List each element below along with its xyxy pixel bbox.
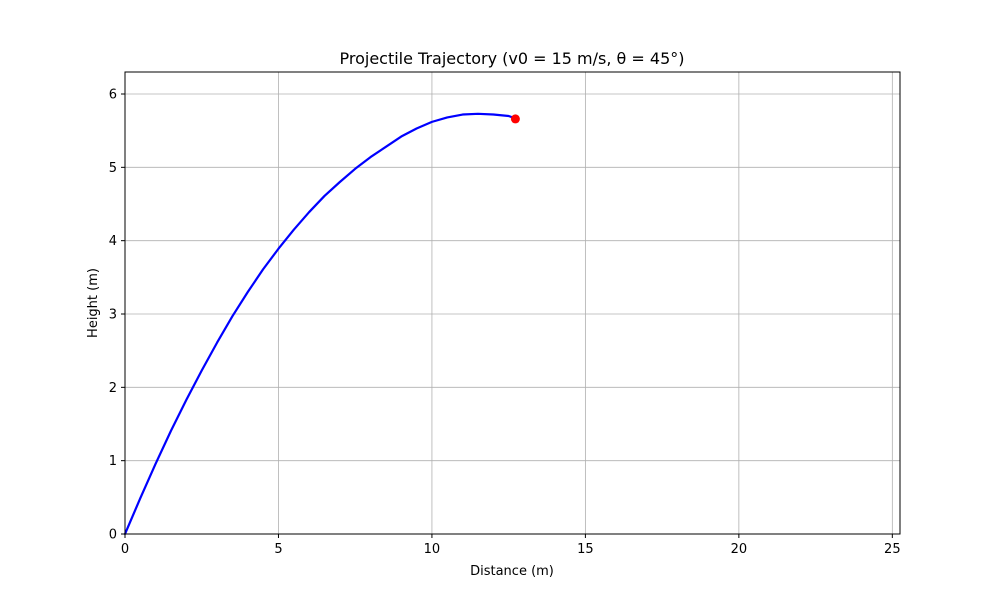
plot-background — [125, 72, 900, 534]
chart-title: Projectile Trajectory (v0 = 15 m/s, θ = … — [339, 49, 684, 68]
x-tick-label: 10 — [424, 542, 441, 557]
y-tick-label: 5 — [109, 161, 117, 176]
y-tick-label: 1 — [109, 454, 117, 469]
y-tick-label: 3 — [109, 308, 117, 323]
y-tick-label: 4 — [109, 234, 117, 249]
x-tick-label: 20 — [731, 542, 748, 557]
series-group — [123, 112, 520, 536]
plot-frame — [124, 71, 901, 535]
x-tick-label: 0 — [121, 542, 129, 557]
tick-group: 0 5 10 15 20 25 0 1 2 3 4 5 6 — [109, 88, 901, 558]
x-axis-label: Distance (m) — [470, 564, 554, 579]
y-tick-label: 0 — [109, 528, 117, 543]
y-tick-label: 2 — [109, 381, 117, 396]
x-tick-label: 15 — [577, 542, 594, 557]
x-tick-label: 5 — [274, 542, 282, 557]
y-axis-label: Height (m) — [86, 268, 101, 338]
x-tick-label: 25 — [884, 542, 901, 557]
y-tick-label: 6 — [109, 88, 117, 103]
trajectory-line — [123, 112, 516, 536]
projectile-marker — [510, 114, 520, 124]
